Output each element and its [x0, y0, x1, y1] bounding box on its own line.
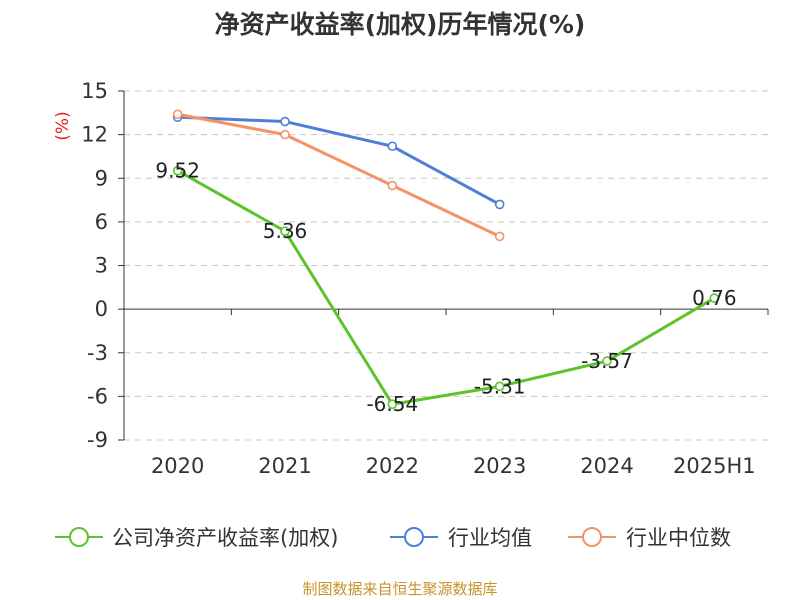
data-label: -5.31 — [474, 374, 526, 398]
legend-label: 行业中位数 — [626, 526, 731, 550]
y-tick-label: -9 — [87, 428, 108, 452]
data-point — [387, 399, 398, 410]
axes — [118, 90, 769, 441]
y-tick-labels: -9 -6 -3 0 3 6 9 12 15 — [81, 79, 108, 452]
grid-lines — [124, 90, 768, 441]
x-tick-label: 2022 — [366, 454, 419, 478]
x-tick-label: 2023 — [473, 454, 526, 478]
y-tick-label: -3 — [87, 341, 108, 365]
legend-marker — [69, 527, 89, 547]
data-label: -3.57 — [581, 349, 633, 373]
legend-marker — [582, 527, 602, 547]
data-point — [280, 226, 290, 236]
y-tick-label: 12 — [81, 123, 108, 147]
legend-label: 公司净资产收益率(加权) — [112, 526, 338, 550]
y-tick-label: 3 — [95, 254, 108, 278]
x-tick-label: 2024 — [580, 454, 633, 478]
data-point — [494, 199, 505, 210]
legend-label: 行业均值 — [448, 526, 532, 550]
x-tick-label: 2021 — [258, 454, 311, 478]
x-tick-labels: 2020 2021 2022 2023 2024 2025H1 — [151, 454, 756, 478]
data-point — [494, 381, 505, 392]
data-point — [280, 129, 290, 140]
y-axis-label: (%) — [53, 111, 73, 140]
legend-marker — [404, 527, 424, 547]
chart-title: 净资产收益率(加权)历年情况(%) — [215, 10, 586, 39]
data-point — [387, 180, 398, 191]
y-tick-label: 9 — [95, 166, 108, 190]
data-point — [494, 231, 505, 242]
y-tick-label: 15 — [81, 79, 108, 103]
source-note: 制图数据来自恒生聚源数据库 — [302, 580, 497, 598]
data-labels: 9.52 5.36 -6.54 -5.31 -3.57 0.76 — [155, 159, 736, 417]
data-point — [280, 116, 290, 127]
legend: 公司净资产收益率(加权) 行业均值 行业中位数 — [55, 526, 731, 550]
data-point — [709, 293, 720, 303]
series-layer — [172, 109, 720, 410]
data-point — [172, 109, 183, 120]
y-tick-label: 6 — [95, 210, 108, 234]
data-label: -6.54 — [366, 392, 418, 416]
data-point — [387, 141, 398, 152]
data-label: 0.76 — [692, 286, 737, 310]
data-point — [602, 356, 612, 366]
series-line — [177, 115, 501, 206]
data-label: 5.36 — [263, 219, 308, 243]
data-label: 9.52 — [155, 159, 200, 183]
series-line — [176, 169, 716, 406]
x-tick-label: 2025H1 — [673, 454, 756, 478]
y-tick-label: -6 — [87, 384, 108, 408]
y-tick-label: 0 — [95, 297, 108, 321]
x-tick-label: 2020 — [151, 454, 204, 478]
data-point — [172, 165, 183, 176]
series-line — [177, 112, 501, 238]
